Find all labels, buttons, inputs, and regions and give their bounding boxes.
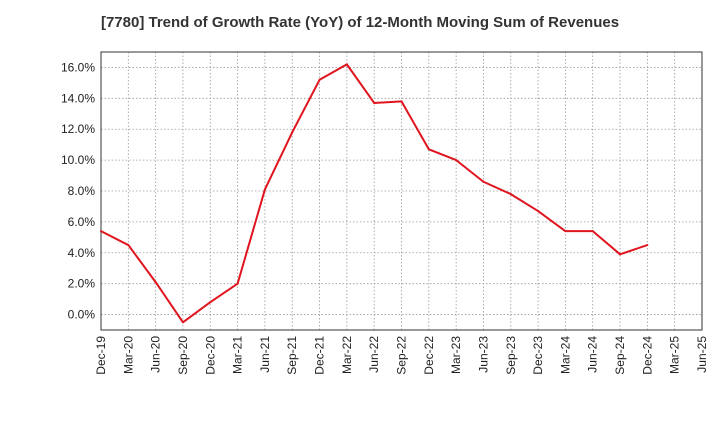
y-tick-label: 16.0%	[61, 60, 95, 74]
data-point	[400, 100, 403, 103]
x-tick-label: Sep-21	[285, 336, 299, 375]
x-tick-label: Dec-20	[203, 336, 217, 375]
y-tick-label: 2.0%	[68, 277, 96, 291]
x-tick-label: Mar-23	[449, 336, 463, 374]
data-point	[291, 131, 294, 134]
data-point	[318, 78, 321, 81]
x-tick-label: Sep-22	[395, 336, 409, 375]
x-tick-label: Jun-22	[367, 336, 381, 373]
data-point	[482, 180, 485, 183]
chart-title: [7780] Trend of Growth Rate (YoY) of 12-…	[100, 14, 620, 31]
x-tick-label: Mar-21	[231, 336, 245, 374]
x-tick-label: Dec-22	[422, 336, 436, 375]
x-tick-label: Jun-23	[476, 336, 490, 373]
x-tick-label: Sep-20	[176, 336, 190, 375]
plot-area	[101, 52, 702, 330]
plot-border	[100, 51, 703, 331]
data-point	[373, 101, 376, 104]
data-point	[154, 281, 157, 284]
y-tick-label: 4.0%	[68, 246, 96, 260]
x-tick-label: Dec-23	[531, 336, 545, 375]
data-point	[236, 282, 239, 285]
y-tick-label: 8.0%	[68, 184, 96, 198]
x-tick-label: Dec-24	[640, 336, 654, 375]
x-tick-label: Jun-25	[695, 336, 709, 373]
data-point	[100, 230, 102, 233]
x-tick-label: Dec-19	[94, 336, 108, 375]
x-tick-label: Dec-21	[313, 336, 327, 375]
x-tick-label: Jun-20	[149, 336, 163, 373]
x-tick-label: Jun-24	[586, 336, 600, 373]
x-tick-label: Mar-24	[558, 336, 572, 374]
data-point	[263, 188, 266, 191]
y-tick-label: 12.0%	[61, 122, 95, 136]
x-tick-label: Mar-20	[121, 336, 135, 374]
data-point	[209, 301, 212, 304]
data-point	[564, 230, 567, 233]
data-point	[619, 253, 622, 256]
x-tick-label: Mar-22	[340, 336, 354, 374]
data-point	[127, 244, 130, 247]
data-point	[427, 148, 430, 151]
y-tick-label: 10.0%	[61, 153, 95, 167]
data-point	[345, 63, 348, 66]
x-tick-label: Sep-24	[613, 336, 627, 375]
data-point	[646, 244, 649, 247]
data-point	[591, 230, 594, 233]
x-tick-label: Sep-23	[504, 336, 518, 375]
y-tick-label: 0.0%	[68, 308, 96, 322]
data-point	[181, 321, 184, 324]
x-tick-label: Jun-21	[258, 336, 272, 373]
data-point	[455, 159, 458, 162]
y-tick-label: 6.0%	[68, 215, 96, 229]
data-point	[537, 210, 540, 213]
x-tick-label: Mar-25	[668, 336, 682, 374]
data-point	[509, 193, 512, 196]
y-tick-label: 14.0%	[61, 91, 95, 105]
